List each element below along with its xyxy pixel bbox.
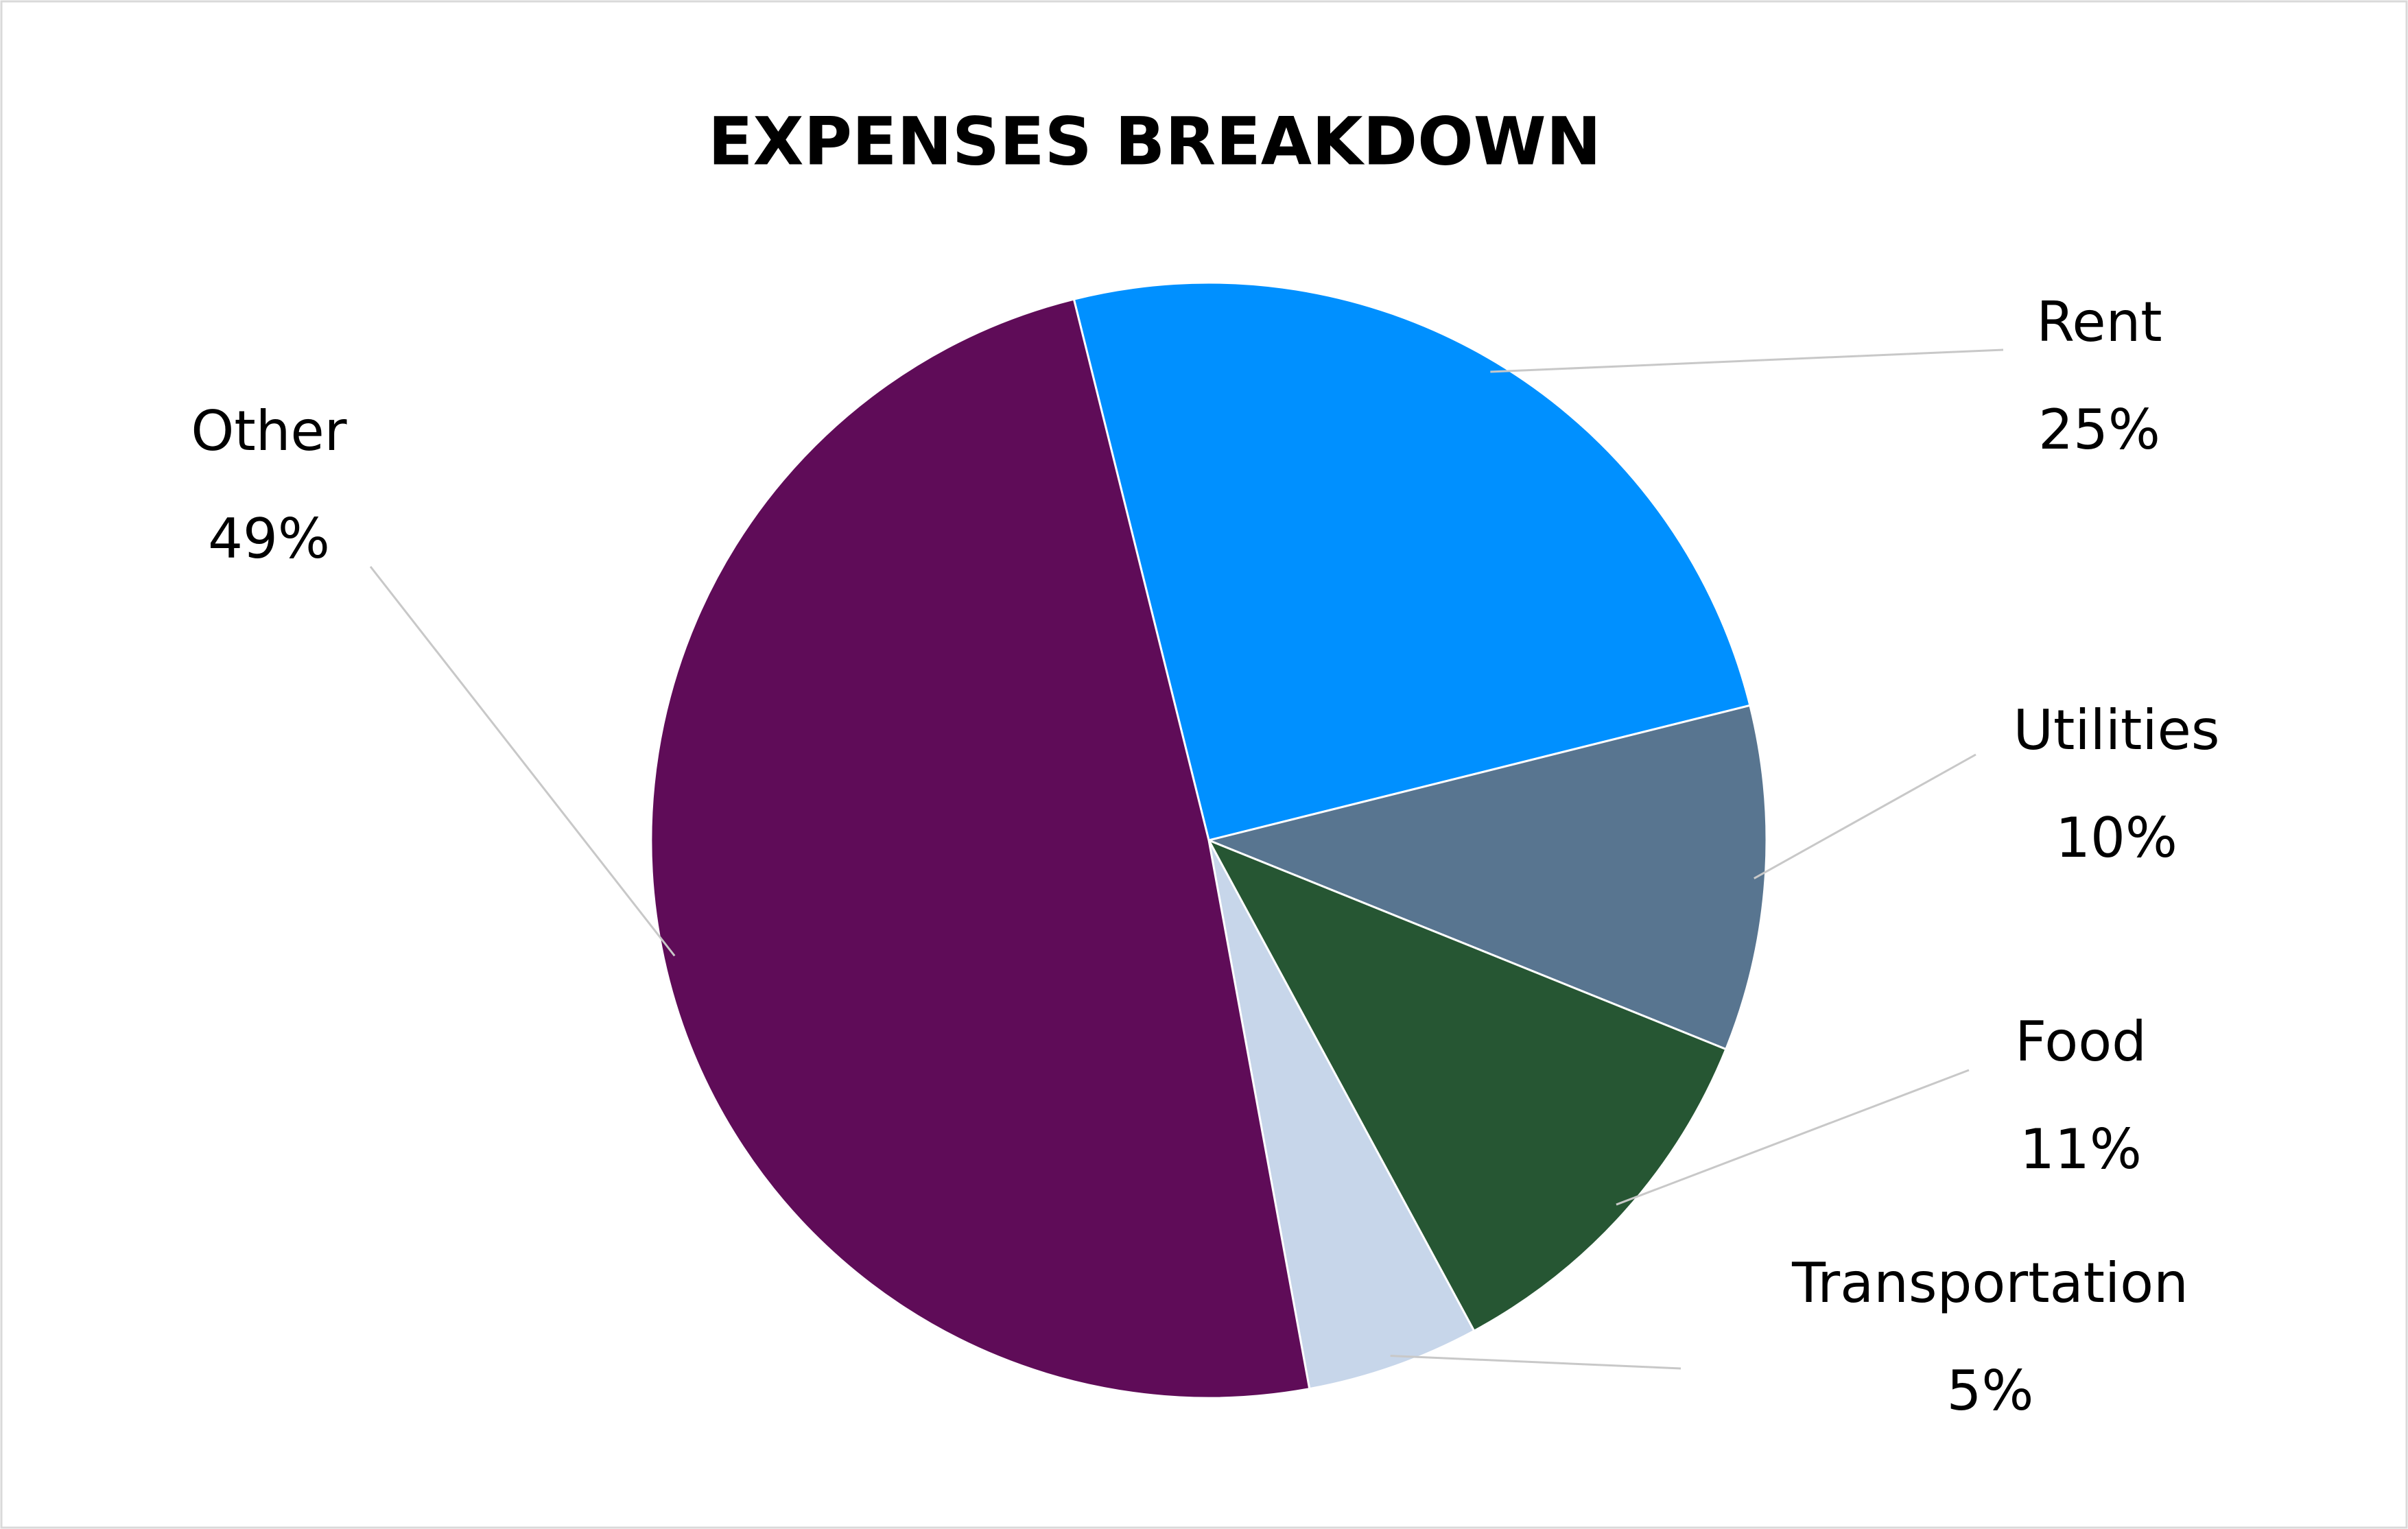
pie-slice [650, 298, 1311, 1399]
data-label-name: Utilities [2013, 698, 2219, 762]
chart-title: EXPENSES BREAKDOWN [708, 103, 1601, 180]
data-label-value: 49% [208, 507, 330, 571]
leader-line [1390, 1355, 1681, 1370]
data-label-name: Rent [2036, 290, 2162, 354]
data-label-name: Other [191, 399, 346, 463]
leader-line [1616, 1069, 1970, 1206]
data-label-value: 11% [2020, 1117, 2142, 1181]
data-label-value: 25% [2038, 398, 2160, 462]
leader-line [369, 566, 676, 957]
data-label-name: Food [2015, 1010, 2147, 1074]
pie-slice [1072, 281, 1751, 842]
data-label-value: 10% [2055, 806, 2177, 870]
pie-slice [1207, 840, 1476, 1390]
data-label-name: Transportation [1791, 1251, 2188, 1315]
leader-line [1754, 753, 1976, 879]
leader-line [1490, 348, 2004, 373]
pie-slice [1205, 704, 1768, 1051]
data-label-value: 5% [1947, 1359, 2034, 1423]
pie-slice [1206, 838, 1727, 1333]
